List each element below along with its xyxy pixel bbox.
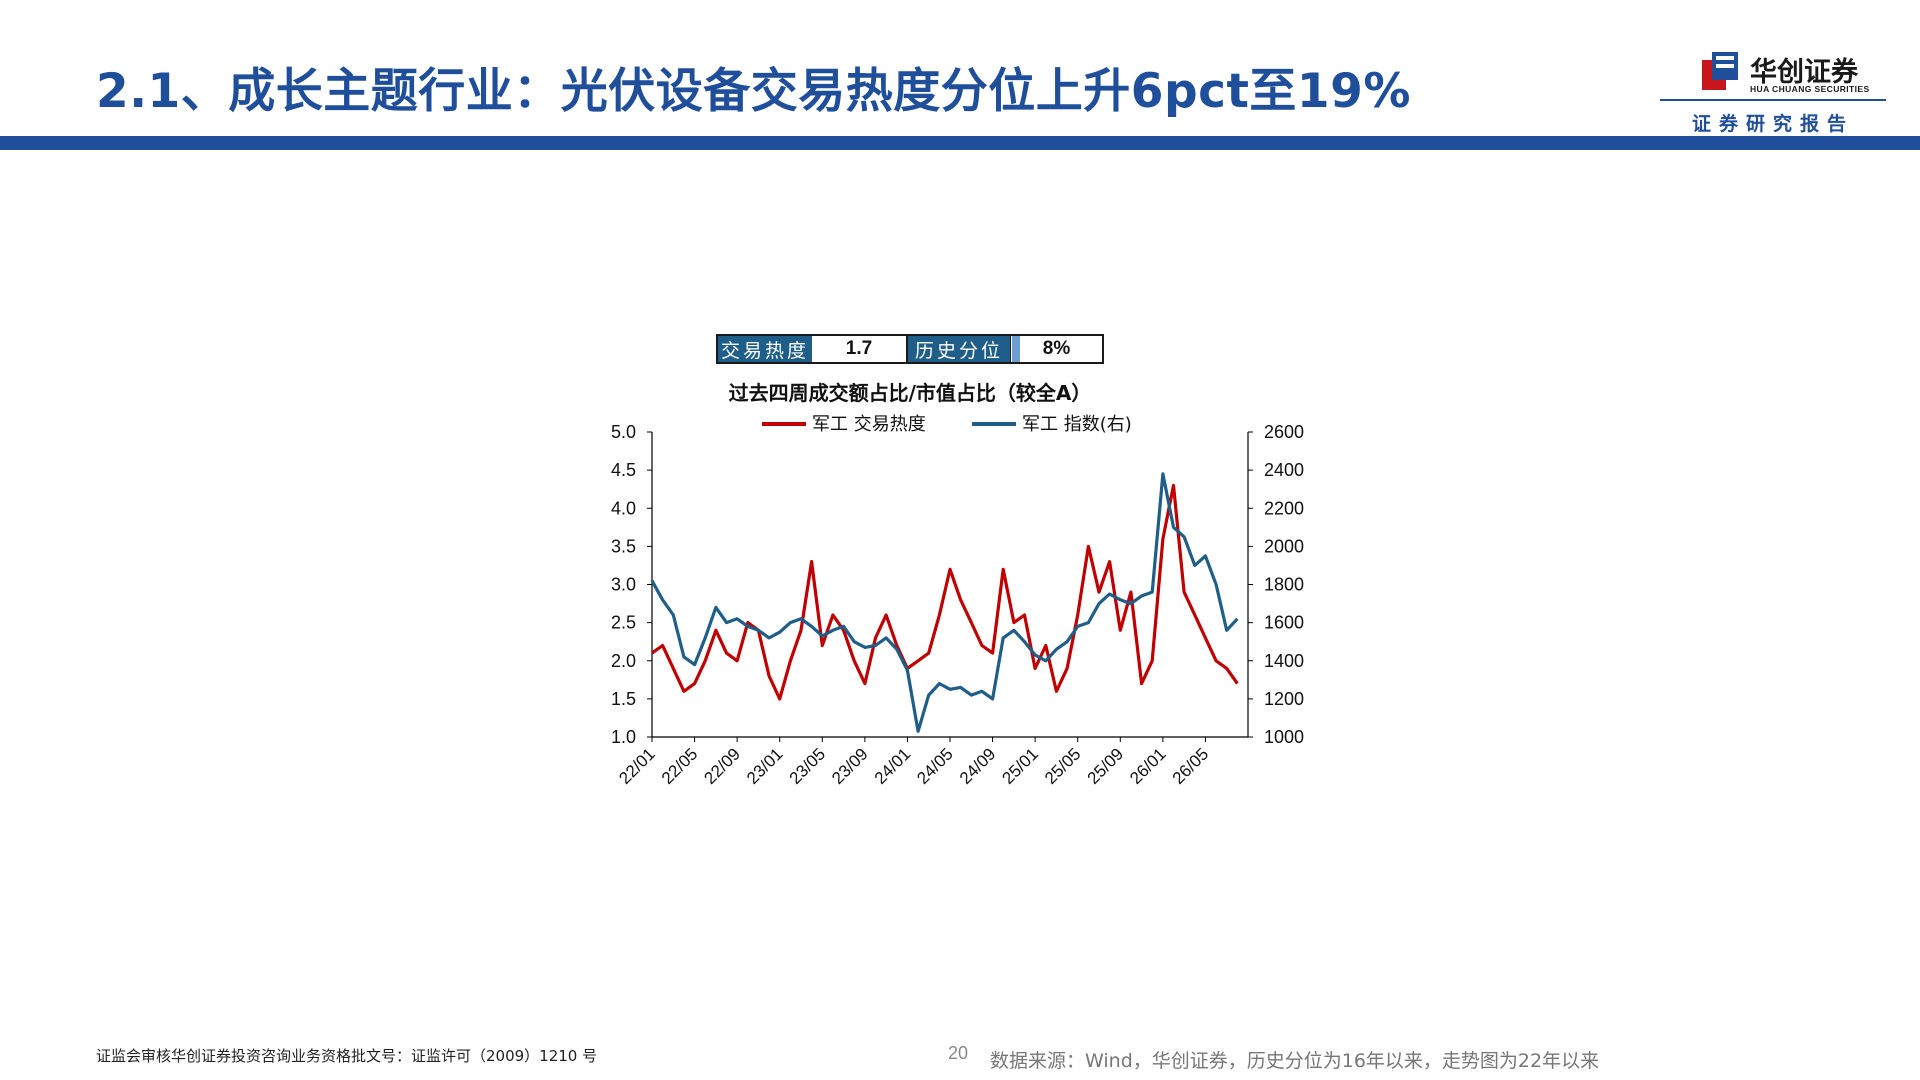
logo-name: 华创证券	[1750, 57, 1858, 88]
x-tick-label: 24/01	[871, 744, 915, 788]
right-y-tick-label: 2200	[1264, 498, 1304, 518]
x-tick-label: 23/01	[743, 744, 787, 788]
left-y-tick-label: 4.0	[611, 498, 636, 518]
chart-legend: 军工 交易热度 军工 指数(右)	[762, 414, 1132, 435]
left-y-tick-label: 1.0	[611, 727, 636, 747]
heat-label: 交易热度	[718, 336, 812, 362]
logo-divider	[1660, 99, 1886, 101]
logo-subtitle: 证券研究报告	[1692, 113, 1855, 135]
left-y-tick-label: 5.0	[611, 422, 636, 442]
series-line-index	[650, 472, 1239, 733]
x-tick-label: 26/05	[1169, 744, 1213, 788]
chart-series	[650, 472, 1239, 733]
company-logo: 华创证券 HUA CHUANG SECURITIES 证券研究报告	[1660, 44, 1890, 136]
chart-title: 过去四周成交额占比/市值占比（较全A）	[729, 381, 1092, 405]
right-y-tick-label: 1600	[1264, 613, 1304, 633]
x-tick-label: 25/09	[1084, 744, 1128, 788]
left-y-tick-label: 2.0	[611, 651, 636, 671]
page-title: 2.1、成长主题行业：光伏设备交易热度分位上升6pct至19%	[96, 64, 1411, 119]
right-y-tick-label: 1800	[1264, 575, 1304, 595]
left-y-tick-label: 4.5	[611, 460, 636, 480]
series-line-trading-heat	[651, 483, 1239, 701]
license-note: 证监会审核华创证券投资咨询业务资格批文号：证监许可（2009）1210 号	[96, 1047, 598, 1065]
x-tick-label: 23/09	[828, 744, 872, 788]
data-source-note: 数据来源：Wind，华创证券，历史分位为16年以来，走势图为22年以来	[990, 1050, 1600, 1072]
x-tick-label: 25/01	[998, 744, 1042, 788]
x-tick-label: 24/05	[913, 744, 957, 788]
legend-label: 军工 指数(右)	[1022, 414, 1132, 435]
x-tick-label: 22/09	[700, 744, 744, 788]
header-divider-bar	[0, 136, 1920, 150]
right-y-tick-label: 1000	[1264, 727, 1304, 747]
x-tick-label: 24/09	[956, 744, 1000, 788]
percentile-fill-bar	[1012, 336, 1020, 362]
x-tick-label: 25/05	[1041, 744, 1085, 788]
x-tick-label: 22/05	[658, 744, 702, 788]
legend-label: 军工 交易热度	[812, 414, 926, 435]
right-y-tick-label: 2000	[1264, 536, 1304, 556]
right-y-tick-label: 1400	[1264, 651, 1304, 671]
right-y-tick-label: 2400	[1264, 460, 1304, 480]
x-tick-label: 23/05	[786, 744, 830, 788]
x-tick-label: 26/01	[1126, 744, 1170, 788]
right-y-tick-label: 2600	[1264, 422, 1304, 442]
right-y-tick-label: 1200	[1264, 689, 1304, 709]
left-y-tick-label: 2.5	[611, 613, 636, 633]
x-tick-label: 22/01	[615, 744, 659, 788]
percentile-value: 8%	[1010, 336, 1102, 362]
logo-english-name: HUA CHUANG SECURITIES	[1750, 84, 1870, 94]
logo-mark-icon	[1702, 52, 1738, 90]
left-y-tick-label: 1.5	[611, 689, 636, 709]
left-y-tick-label: 3.5	[611, 536, 636, 556]
heat-value: 1.7	[812, 336, 908, 362]
chart-axes: 1.0 1.5 2.0 2.5 3.0 3.5 4.0 4.5 5.0 1000 1200 1400 1…	[611, 422, 1304, 788]
percentile-label: 历史分位	[908, 336, 1010, 362]
left-y-tick-label: 3.0	[611, 575, 636, 595]
page-number: 20	[948, 1043, 969, 1063]
stats-table: 交易热度 1.7 历史分位 8%	[716, 334, 1104, 364]
